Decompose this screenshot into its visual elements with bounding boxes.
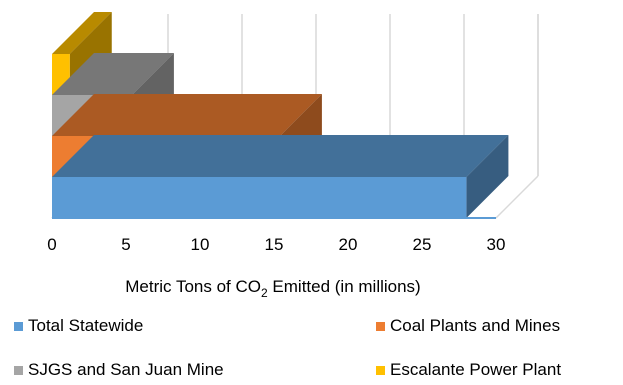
bars [52, 12, 509, 218]
x-tick-label: 15 [265, 235, 284, 254]
bar-top [52, 53, 174, 95]
floor-gridline [495, 175, 539, 219]
bar-front [52, 177, 467, 218]
x-tick-label: 30 [487, 235, 506, 254]
x-axis: 0 5 10 15 20 25 30 [47, 217, 506, 254]
bar-top [52, 94, 322, 136]
bar-top [52, 135, 509, 177]
x-tick-label: 10 [191, 235, 210, 254]
bar-side [466, 135, 509, 218]
bar-top [52, 12, 112, 54]
x-axis-label: Metric Tons of CO2 Emitted (in millions) [125, 277, 420, 300]
x-tick-label: 25 [413, 235, 432, 254]
x-tick-label: 0 [47, 235, 56, 254]
x-tick-label: 5 [121, 235, 130, 254]
bar-total-statewide [52, 135, 509, 218]
x-tick-label: 20 [339, 235, 358, 254]
